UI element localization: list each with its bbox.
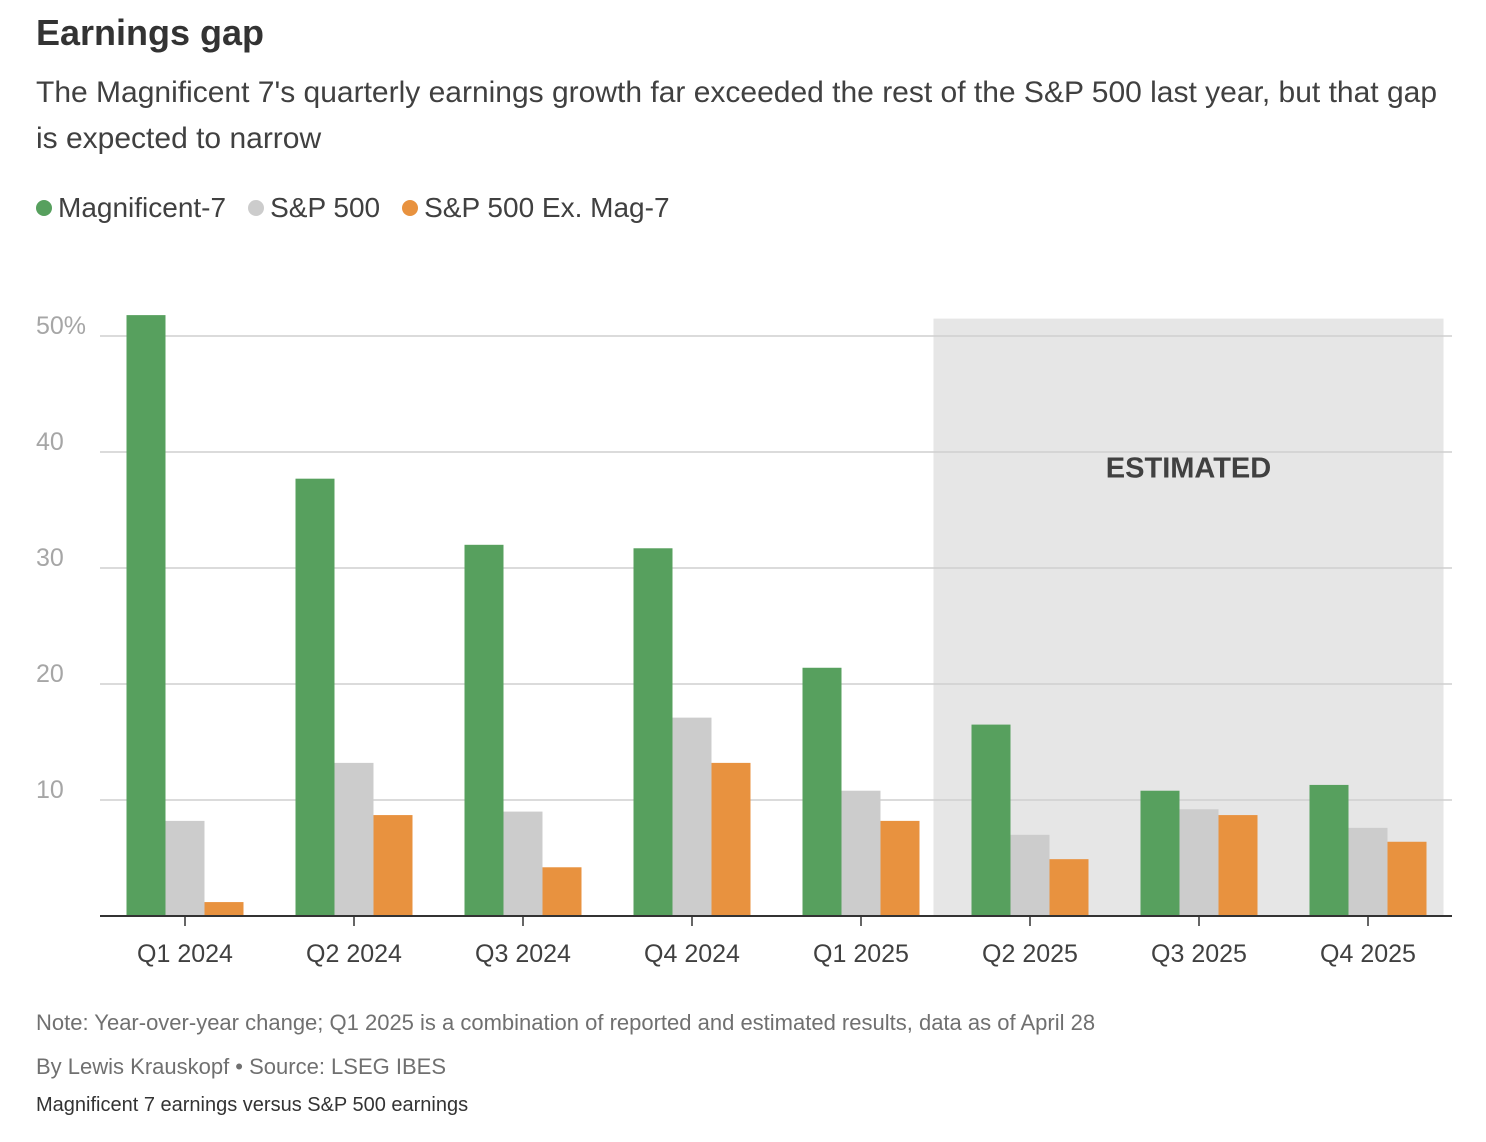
bar-mag7	[464, 544, 504, 916]
x-tick-label: Q4 2024	[644, 940, 740, 968]
bar-sp500	[1348, 827, 1388, 916]
bar-sp500-ex-mag7	[880, 820, 920, 916]
x-tick-label: Q2 2025	[982, 940, 1078, 968]
bar-sp500	[334, 762, 374, 916]
footer-byline: By Lewis Krauskopf • Source: LSEG IBES	[36, 1054, 446, 1079]
chart-subtitle: The Magnificent 7's quarterly earnings g…	[36, 76, 1438, 155]
bar-sp500-ex-mag7	[711, 762, 751, 916]
legend: Magnificent-7 S&P 500 S&P 500 Ex. Mag-7	[36, 192, 692, 224]
x-tick-label: Q4 2025	[1320, 940, 1416, 968]
x-tick-label: Q3 2025	[1151, 940, 1247, 968]
bar-mag7	[633, 548, 673, 916]
bar-sp500-ex-mag7	[1218, 815, 1258, 916]
legend-swatch	[402, 200, 419, 216]
bar-sp500	[165, 820, 205, 916]
y-tick-label: 30	[36, 544, 64, 572]
legend-item-sp500-ex-mag7: S&P 500 Ex. Mag-7	[402, 192, 670, 224]
bar-sp500-ex-mag7	[1049, 859, 1089, 916]
bar-mag7	[295, 478, 335, 916]
bar-sp500	[672, 717, 712, 916]
chart-title: Earnings gap	[36, 12, 265, 53]
bar-sp500-ex-mag7	[1387, 841, 1427, 916]
bar-mag7	[802, 667, 842, 916]
legend-label: S&P 500 Ex. Mag-7	[424, 192, 670, 223]
y-tick-label: 50%	[36, 312, 86, 340]
x-tick-label: Q1 2024	[137, 940, 233, 968]
bar-mag7	[1309, 784, 1349, 916]
y-tick-label: 40	[36, 428, 64, 456]
x-tick-label: Q1 2025	[813, 940, 909, 968]
legend-label: Magnificent-7	[58, 192, 227, 223]
y-tick-label: 10	[36, 776, 64, 804]
bar-sp500-ex-mag7	[373, 815, 413, 916]
legend-item-magnificent-7: Magnificent-7	[36, 192, 226, 224]
bar-sp500	[1010, 834, 1050, 916]
y-tick-label: 20	[36, 660, 64, 688]
footer-note: Note: Year-over-year change; Q1 2025 is …	[36, 1010, 1096, 1035]
legend-label: S&P 500	[270, 192, 381, 223]
x-tick-label: Q3 2024	[475, 940, 571, 968]
bar-sp500-ex-mag7	[204, 902, 244, 916]
x-tick-label: Q2 2024	[306, 940, 402, 968]
bar-sp500	[1179, 809, 1219, 916]
bar-sp500	[841, 790, 881, 916]
bar-chart: ESTIMATED 10 20 30 40 50% Q1 2024 Q2 2024 Q3 202…	[36, 312, 1452, 968]
bar-mag7	[971, 724, 1011, 916]
bar-sp500-ex-mag7	[542, 867, 582, 916]
legend-item-sp500: S&P 500	[248, 192, 380, 224]
bar-sp500	[503, 811, 543, 916]
legend-swatch	[36, 200, 52, 216]
estimated-label: ESTIMATED	[1106, 453, 1271, 485]
legend-swatch	[248, 200, 265, 216]
bar-mag7	[126, 315, 166, 916]
bar-mag7	[1140, 790, 1180, 916]
footer-caption: Magnificent 7 earnings versus S&P 500 ea…	[36, 1094, 469, 1116]
